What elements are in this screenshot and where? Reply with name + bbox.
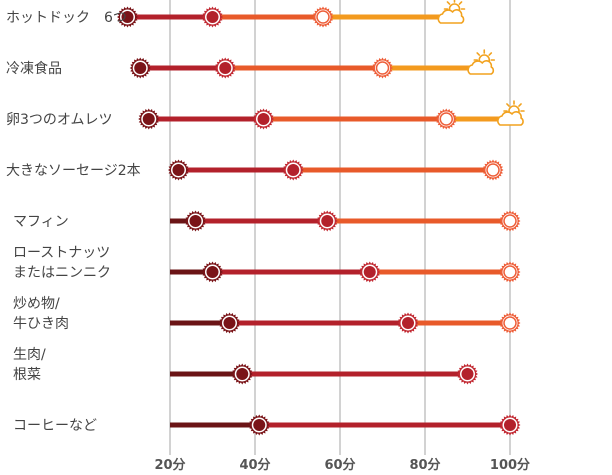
- category-label: 卵3つのオムレツ: [6, 112, 113, 128]
- stage-marker-dark: [117, 6, 138, 28]
- track-row: [129, 49, 496, 79]
- stage-marker-mid: [202, 6, 223, 28]
- x-tick-label: 60分: [324, 457, 355, 473]
- stage-marker-light: [482, 159, 504, 181]
- stage-marker-light: [372, 57, 393, 79]
- category-label: ローストナッツ: [13, 245, 110, 261]
- stage-marker-dark: [231, 363, 253, 385]
- stage-marker-dark: [219, 312, 240, 334]
- track-row: [170, 312, 521, 334]
- category-label: 冷凍食品: [6, 60, 62, 77]
- stage-marker-mid: [253, 108, 274, 130]
- stage-marker-dark: [138, 108, 160, 130]
- tracks: [117, 0, 525, 436]
- stage-marker-dark: [168, 159, 189, 181]
- track-row: [170, 414, 521, 436]
- stage-marker-light: [312, 6, 334, 28]
- track-row: [170, 261, 521, 283]
- sun-cloud-icon: [497, 100, 525, 126]
- stage-marker-mid: [499, 414, 521, 436]
- x-tick-label: 100分: [490, 457, 530, 473]
- track-row: [170, 210, 521, 232]
- category-labels: ホットドック 6つ冷凍食品卵3つのオムレツ大きなソーセージ2本マフィンローストナ…: [6, 10, 141, 434]
- x-tick-label: 20分: [154, 457, 185, 473]
- track-row: [170, 363, 478, 385]
- category-label: 牛ひき肉: [13, 316, 69, 332]
- sun-cloud-icon: [467, 49, 496, 75]
- stage-marker-mid: [282, 159, 304, 181]
- stage-marker-mid: [214, 57, 236, 79]
- stage-marker-dark: [248, 414, 270, 436]
- category-label: またはニンニク: [13, 265, 111, 281]
- stage-marker-light: [499, 210, 521, 232]
- stage-marker-light: [499, 312, 521, 334]
- track-row: [138, 100, 525, 130]
- category-label: 生肉/: [13, 347, 46, 363]
- stage-marker-dark: [202, 261, 223, 283]
- sun-cloud-icon: [437, 0, 466, 24]
- category-label: 炒め物/: [13, 296, 60, 312]
- x-tick-label: 40分: [239, 457, 270, 473]
- category-label: マフィン: [13, 214, 69, 230]
- stage-marker-light: [499, 261, 521, 283]
- stage-marker-mid: [397, 312, 419, 334]
- category-label: コーヒーなど: [13, 418, 97, 434]
- category-label: 根菜: [13, 367, 41, 383]
- category-label: ホットドック 6つ: [6, 10, 127, 26]
- track-row: [168, 159, 504, 181]
- x-tick-label: 80分: [409, 457, 440, 473]
- stage-marker-dark: [185, 210, 206, 232]
- category-label: 大きなソーセージ2本: [6, 163, 141, 179]
- stage-marker-dark: [129, 57, 151, 79]
- stage-marker-mid: [316, 210, 338, 232]
- stage-marker-mid: [457, 363, 478, 385]
- stage-marker-light: [435, 108, 457, 130]
- stage-marker-mid: [359, 261, 381, 283]
- x-tick-labels: 20分 40分 60分 80分 100分: [154, 457, 530, 473]
- track-row: [117, 0, 466, 28]
